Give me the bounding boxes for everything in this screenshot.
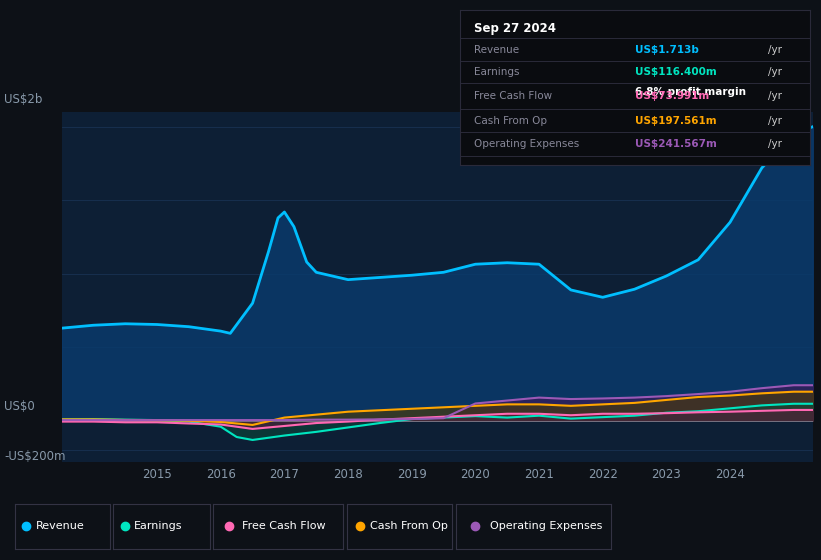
Text: /yr: /yr [768,91,782,101]
Text: /yr: /yr [768,67,782,77]
Text: 6.8% profit margin: 6.8% profit margin [635,87,746,97]
Text: /yr: /yr [768,45,782,54]
Text: US$116.400m: US$116.400m [635,67,717,77]
Text: -US$200m: -US$200m [4,450,66,463]
Text: /yr: /yr [768,116,782,126]
Text: US$0: US$0 [4,399,34,413]
Text: Free Cash Flow: Free Cash Flow [474,91,553,101]
Text: US$73.991m: US$73.991m [635,91,709,101]
Text: Cash From Op: Cash From Op [370,521,448,531]
Text: US$1.713b: US$1.713b [635,45,699,54]
Text: Operating Expenses: Operating Expenses [490,521,603,531]
Text: Operating Expenses: Operating Expenses [474,139,580,149]
Text: Earnings: Earnings [135,521,183,531]
Text: Cash From Op: Cash From Op [474,116,547,126]
Text: Free Cash Flow: Free Cash Flow [241,521,325,531]
Text: /yr: /yr [768,139,782,149]
Text: Sep 27 2024: Sep 27 2024 [474,22,556,35]
Text: Revenue: Revenue [474,45,519,54]
Text: Revenue: Revenue [36,521,85,531]
Text: US$2b: US$2b [4,94,43,106]
Text: US$197.561m: US$197.561m [635,116,717,126]
Text: US$241.567m: US$241.567m [635,139,717,149]
Text: Earnings: Earnings [474,67,520,77]
